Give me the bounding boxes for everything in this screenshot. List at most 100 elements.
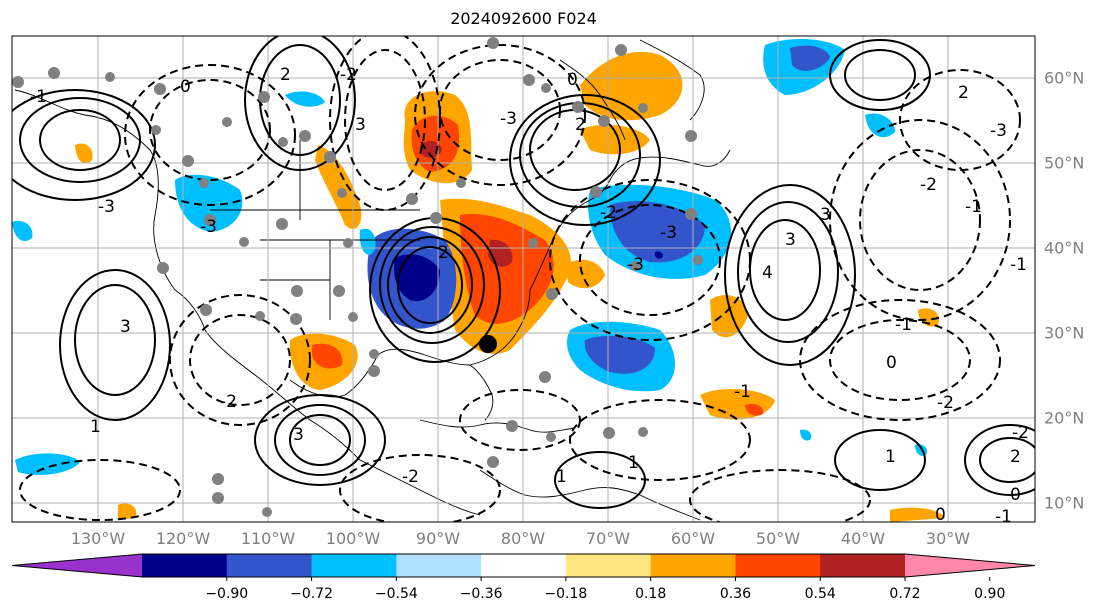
contour-label: 1 bbox=[556, 467, 567, 487]
cold-shading-pacific-w bbox=[12, 220, 33, 242]
contour-label: -1 bbox=[1010, 255, 1027, 275]
lon-label: 90°W bbox=[415, 529, 461, 548]
colorbar-segment bbox=[142, 554, 228, 577]
cold-shading-subtropics-core bbox=[584, 335, 655, 374]
colorbar-tick-label: −0.18 bbox=[544, 586, 588, 602]
dashed-contours bbox=[19, 36, 1021, 522]
contour-label: 0 bbox=[935, 505, 946, 525]
colorbar-segment bbox=[565, 554, 652, 577]
lat-label: 10°N bbox=[1044, 493, 1085, 513]
lat-label: 60°N bbox=[1044, 68, 1085, 88]
lon-label: 40°W bbox=[840, 529, 886, 548]
contour-label: -2 bbox=[937, 393, 954, 413]
contour-label: 1 bbox=[885, 447, 896, 467]
focus-point-marker bbox=[479, 335, 497, 353]
contour-label: -3 bbox=[990, 121, 1007, 141]
warm-shading-pacific-nw bbox=[75, 143, 93, 164]
map-plot-area: 3 0 -1 -2 -3 0 3 2 3 -2 2 -3 -2 4 -1 3 2… bbox=[12, 36, 1035, 527]
cold-shading-tropical-pac bbox=[15, 453, 80, 475]
lon-label: 100°W bbox=[325, 529, 381, 548]
colorbar-segment bbox=[226, 554, 313, 577]
lat-label: 50°N bbox=[1044, 153, 1085, 173]
colorbar-segment bbox=[311, 554, 397, 577]
contour-label: -2 bbox=[1012, 423, 1029, 443]
colorbar-tick-label: −0.36 bbox=[459, 586, 503, 602]
contour-label: -2 bbox=[340, 65, 357, 85]
colorbar-segment bbox=[650, 554, 736, 577]
colorbar-extend-low bbox=[12, 554, 142, 577]
contour-label: -2 bbox=[920, 175, 937, 195]
contour-label: 2 bbox=[1010, 447, 1021, 467]
contour-label: -3 bbox=[98, 197, 115, 217]
lon-label: 110°W bbox=[240, 529, 296, 548]
lon-label: 50°W bbox=[755, 529, 801, 548]
cold-shading-atlantic-peak bbox=[654, 251, 663, 259]
contour-label: 3 bbox=[120, 317, 131, 337]
contour-label: -3 bbox=[200, 217, 217, 237]
colorbar-tick-label: 0.18 bbox=[635, 586, 667, 602]
contour-label: -3 bbox=[627, 255, 644, 275]
colorbar-segment bbox=[735, 554, 821, 577]
contour-label: 1 bbox=[628, 453, 639, 473]
warm-shading-atlantic-ne bbox=[580, 124, 650, 155]
lon-label: 70°W bbox=[585, 529, 631, 548]
colorbar-outline bbox=[11, 553, 1036, 578]
colorbar-tick-label: 0.72 bbox=[889, 586, 921, 602]
contour-label: 1 bbox=[90, 417, 101, 437]
contour-label: 2 bbox=[280, 65, 291, 85]
contour-label: 3 bbox=[355, 115, 366, 135]
colorbar-segment bbox=[396, 554, 482, 577]
colorbar-extend-high bbox=[905, 554, 1035, 577]
cold-shading-n-atl bbox=[865, 113, 895, 138]
lat-label: 20°N bbox=[1044, 408, 1085, 428]
lon-label: 130°W bbox=[70, 529, 126, 548]
warm-shading-central-atl-core bbox=[745, 404, 764, 416]
contour-label: -2 bbox=[402, 467, 419, 487]
colorbar-tick-label: −0.72 bbox=[290, 586, 333, 602]
lat-label: 40°N bbox=[1044, 238, 1085, 258]
contour-label: -3 bbox=[500, 109, 517, 129]
warm-shading-maritimes bbox=[565, 259, 605, 289]
lat-label: 30°N bbox=[1044, 323, 1085, 343]
contour-label: -1 bbox=[995, 507, 1012, 527]
cold-shading-atlantic-core bbox=[610, 201, 705, 263]
cold-shading-canada bbox=[285, 91, 325, 107]
warm-shading-plains bbox=[315, 145, 362, 229]
contour-label: -2 bbox=[600, 203, 617, 223]
station-markers bbox=[12, 37, 703, 517]
contour-label: -1 bbox=[895, 315, 912, 335]
contour-label: 0 bbox=[180, 77, 191, 97]
colorbar-segment bbox=[481, 554, 567, 577]
contour-label: 2 bbox=[958, 83, 969, 103]
cold-shading-caribbean bbox=[800, 429, 812, 441]
colorbar-tick-label: 0.90 bbox=[974, 586, 1006, 602]
cold-shading-midsouth-core bbox=[394, 254, 440, 302]
contour-label: 3 bbox=[820, 205, 831, 225]
map-title: 2024092600 F024 bbox=[450, 9, 597, 28]
contour-label: -3 bbox=[660, 223, 677, 243]
warm-shading-tropics-e bbox=[890, 507, 945, 522]
colorbar-segment bbox=[820, 554, 906, 577]
map-frame bbox=[11, 35, 1036, 523]
lon-label: 30°W bbox=[925, 529, 971, 548]
colorbar bbox=[11, 553, 1036, 581]
contour-label: 3 bbox=[293, 425, 304, 445]
contour-label: -1 bbox=[734, 382, 751, 402]
graticule bbox=[12, 36, 1035, 522]
contour-label: -2 bbox=[220, 392, 237, 412]
contour-labels: 3 0 -1 -2 -3 0 3 2 3 -2 2 -3 -2 4 -1 3 2… bbox=[30, 65, 1029, 527]
cold-shading-rockies bbox=[175, 174, 243, 232]
solid-contours bbox=[12, 36, 1035, 509]
contour-label: -1 bbox=[30, 87, 47, 107]
colorbar-tick-label: −0.90 bbox=[205, 586, 249, 602]
contour-label: 2 bbox=[438, 243, 449, 263]
warm-shading-tropics-w bbox=[118, 503, 137, 520]
contour-label: 0 bbox=[1010, 485, 1021, 505]
colorbar-tick-label: −0.54 bbox=[374, 586, 418, 602]
cold-shading-greenland-core bbox=[790, 45, 830, 71]
warm-shading-gulf-core bbox=[312, 343, 343, 369]
lon-label: 80°W bbox=[500, 529, 546, 548]
contour-label: 0 bbox=[886, 353, 897, 373]
contour-label: -1 bbox=[965, 197, 982, 217]
